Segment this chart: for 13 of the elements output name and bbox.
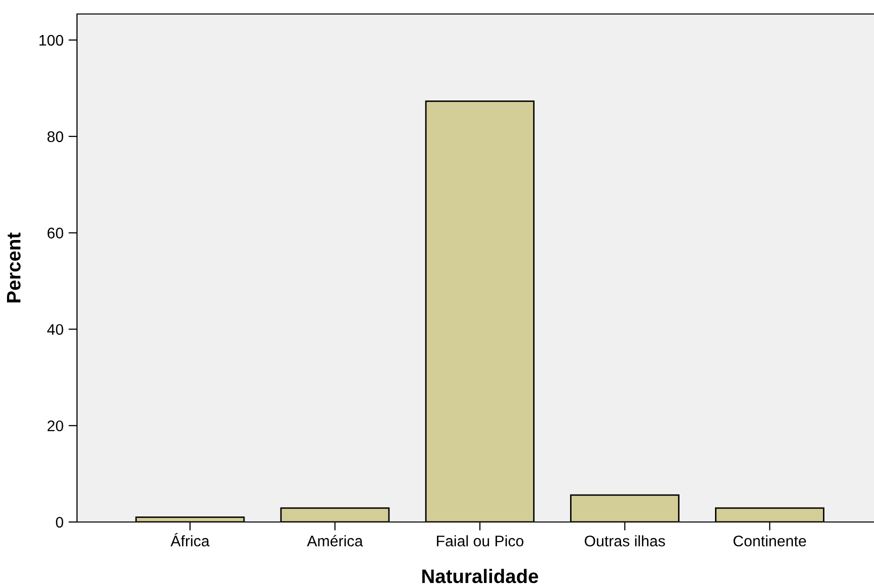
x-tick-label: África bbox=[170, 533, 210, 546]
x-tick-label: Outras ilhas bbox=[584, 535, 665, 546]
y-tick-label: 60 bbox=[48, 228, 64, 238]
x-axis-title: Naturalidade bbox=[422, 568, 538, 584]
x-tick-label: América bbox=[306, 535, 363, 546]
y-tick-label: 0 bbox=[56, 516, 64, 528]
y-tick-label: 40 bbox=[47, 324, 64, 335]
x-tick-label: Faial ou Pico bbox=[436, 535, 524, 546]
y-tick-label: 80 bbox=[47, 131, 64, 142]
y-tick-label: 100 bbox=[39, 34, 64, 46]
x-tick-label: Continente bbox=[734, 535, 806, 546]
y-tick-label: 20 bbox=[48, 420, 64, 432]
y-axis-title: Percent bbox=[7, 232, 21, 302]
